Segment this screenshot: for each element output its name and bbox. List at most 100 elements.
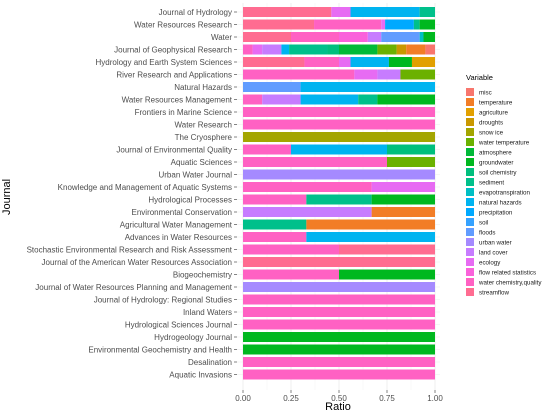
legend-swatch (466, 228, 474, 236)
bar-segment (387, 144, 435, 155)
legend-swatch (466, 188, 474, 196)
bar-segment (371, 194, 435, 205)
y-tick-label: Inland Waters (183, 308, 232, 317)
legend-swatch (466, 128, 474, 136)
bar-segment (262, 94, 301, 105)
y-tick-label: Urban Water Journal (158, 171, 232, 180)
y-tick-label: Water Resources Management (122, 96, 233, 105)
bar-segment (243, 32, 291, 42)
bar-segment (339, 32, 368, 42)
bar-segment (243, 132, 435, 142)
bar-segment (339, 57, 351, 67)
bar-segment (419, 32, 424, 42)
legend-swatch (466, 118, 474, 126)
y-tick-label: Journal of Water Resources Planning and … (35, 283, 232, 292)
bar-segment (339, 269, 435, 280)
legend-label: flow related statistics (479, 270, 536, 277)
bar-segment (425, 44, 435, 55)
y-tick-label: River Research and Applications (116, 71, 232, 80)
bar-segment (388, 57, 412, 67)
y-tick-label: Hydrogeology Journal (154, 333, 232, 342)
bar-segment (367, 32, 382, 42)
y-axis-title: Journal (1, 179, 13, 215)
bar-segment (406, 44, 426, 55)
bar-segment (243, 294, 435, 305)
y-tick-label: Natural Hazards (174, 83, 232, 92)
legend-swatch (466, 278, 474, 286)
bar-segment (243, 194, 307, 205)
bar-segment (243, 357, 435, 367)
bar-segment (306, 194, 372, 205)
legend-label: droughts (479, 120, 503, 127)
y-tick-label: Water Resources Research (134, 21, 232, 30)
bar-segment (350, 57, 389, 67)
y-tick-label: Hydrology and Earth System Sciences (95, 58, 232, 67)
bar-segment (243, 57, 305, 67)
legend-label: water chemistry,quality (478, 280, 542, 287)
x-tick-label: 0.00 (235, 394, 251, 403)
bar-segment (243, 332, 435, 342)
bars (243, 7, 435, 380)
legend-swatch (466, 288, 474, 296)
legend-label: evapotranspiration (479, 190, 530, 197)
legend-title: Variable (466, 73, 493, 82)
legend-swatch (466, 208, 474, 216)
bar-segment (243, 7, 332, 17)
legend-label: precipitation (479, 210, 513, 217)
y-tick-label: Journal of Hydrology: Regional Studies (94, 296, 232, 305)
bar-segment (243, 207, 372, 217)
bar-segment (423, 32, 435, 42)
x-axis-title: Ratio (325, 401, 351, 413)
bar-segment (300, 94, 359, 105)
legend-label: soil chemistry (479, 170, 517, 177)
bar-segment (339, 44, 378, 55)
bar-segment (300, 82, 435, 92)
bar-segment (243, 157, 387, 167)
y-tick-label: Water (211, 33, 232, 42)
y-tick-label: Journal of Geophysical Research (114, 46, 232, 55)
bar-segment (289, 44, 328, 55)
bar-segment (243, 182, 372, 192)
bar-segment (262, 44, 282, 55)
legend-label: floods (479, 230, 496, 237)
y-tick-label: Journal of the American Water Resources … (42, 258, 232, 267)
bar-segment (419, 7, 435, 17)
y-tick-label: Desalination (188, 358, 232, 367)
bar-segment (413, 19, 420, 30)
bar-segment (371, 207, 435, 217)
bar-segment (243, 82, 301, 92)
legend-swatch (466, 148, 474, 156)
legend-label: streamflow (479, 290, 509, 297)
legend-swatch (466, 198, 474, 206)
bar-segment (306, 219, 435, 230)
legend-swatch (466, 218, 474, 226)
legend-label: agriculture (479, 110, 508, 117)
legend-swatch (466, 268, 474, 276)
legend-label: natural hazards (479, 200, 522, 207)
bar-segment (381, 32, 420, 42)
bar-segment (331, 7, 351, 17)
y-tick-label: Frontiers in Marine Science (135, 108, 233, 117)
bar-segment (243, 69, 355, 80)
bar-segment (243, 94, 263, 105)
bar-segment (327, 44, 339, 55)
x-tick-label: 1.00 (427, 394, 443, 403)
legend-label: atmosphere (479, 150, 512, 157)
bar-segment (411, 57, 435, 67)
bar-segment (243, 169, 435, 180)
bar-segment (400, 69, 435, 80)
y-tick-label: The Cryosphere (175, 133, 233, 142)
bar-segment (419, 19, 435, 30)
legend-label: urban water (479, 240, 512, 247)
bar-segment (243, 269, 339, 280)
legend-swatch (466, 168, 474, 176)
legend-label: misc (479, 90, 492, 97)
legend-label: ecology (479, 260, 501, 267)
legend: Variable misc temperature agriculture droug… (466, 73, 542, 297)
bar-segment (243, 219, 307, 230)
bar-segment (281, 44, 290, 55)
bar-segment (243, 344, 435, 355)
y-tick-label: Aquatic Invasions (169, 371, 232, 380)
y-tick-label: Aquatic Sciences (171, 158, 232, 167)
